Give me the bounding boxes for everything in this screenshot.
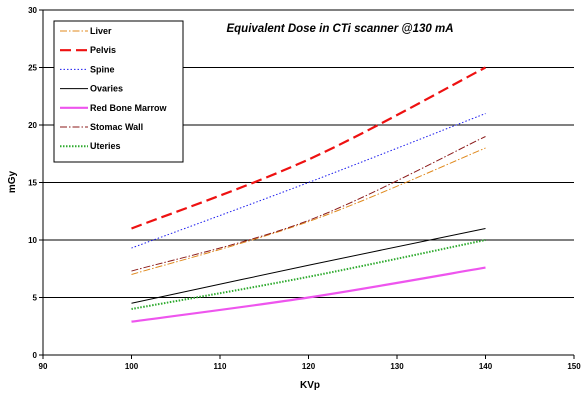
axes bbox=[39, 9, 575, 359]
x-tick-label: 130 bbox=[390, 362, 404, 371]
y-tick-labels: 0 5 10 15 20 25 30 bbox=[28, 6, 37, 360]
y-tick-label: 30 bbox=[28, 6, 37, 15]
series-line-stomac-wall bbox=[131, 136, 486, 272]
y-tick-label: 5 bbox=[33, 294, 38, 303]
x-tick-label: 150 bbox=[567, 362, 581, 371]
legend-label: Red Bone Marrow bbox=[90, 103, 168, 113]
series-line-red-bone-marrow bbox=[131, 266, 486, 323]
series-lines bbox=[131, 66, 487, 323]
y-tick-label: 10 bbox=[28, 236, 37, 245]
legend-label: Liver bbox=[90, 26, 112, 36]
legend: Liver Pelvis Spine Ovaries Red Bone Marrow St… bbox=[53, 20, 184, 163]
legend-label: Spine bbox=[90, 64, 115, 74]
x-tick-labels: 90 100 110 120 130 140 150 bbox=[39, 362, 581, 371]
y-tick-label: 15 bbox=[28, 179, 37, 188]
x-tick-label: 140 bbox=[479, 362, 493, 371]
y-axis-title: mGy bbox=[7, 170, 18, 193]
legend-box bbox=[53, 20, 184, 163]
y-tick-label: 0 bbox=[33, 351, 38, 360]
x-tick-label: 90 bbox=[39, 362, 48, 371]
y-tick-label: 25 bbox=[28, 64, 37, 73]
legend-label: Pelvis bbox=[90, 45, 116, 55]
legend-label: Stomac Wall bbox=[90, 122, 143, 132]
legend-label: Uteries bbox=[90, 141, 121, 151]
y-tick-label: 20 bbox=[28, 121, 37, 130]
x-tick-label: 100 bbox=[125, 362, 139, 371]
x-axis-title: KVp bbox=[300, 380, 320, 391]
series-line-pelvis bbox=[131, 66, 487, 230]
chart-title: Equivalent Dose in CTi scanner @130 mA bbox=[226, 23, 453, 35]
series-line-uteries bbox=[131, 239, 486, 310]
x-tick-label: 110 bbox=[214, 362, 227, 371]
legend-label: Ovaries bbox=[90, 84, 123, 94]
x-tick-label: 120 bbox=[302, 362, 316, 371]
series-line-liver bbox=[131, 147, 486, 275]
series-line-ovaries bbox=[131, 228, 486, 304]
series-line-spine bbox=[131, 113, 486, 249]
